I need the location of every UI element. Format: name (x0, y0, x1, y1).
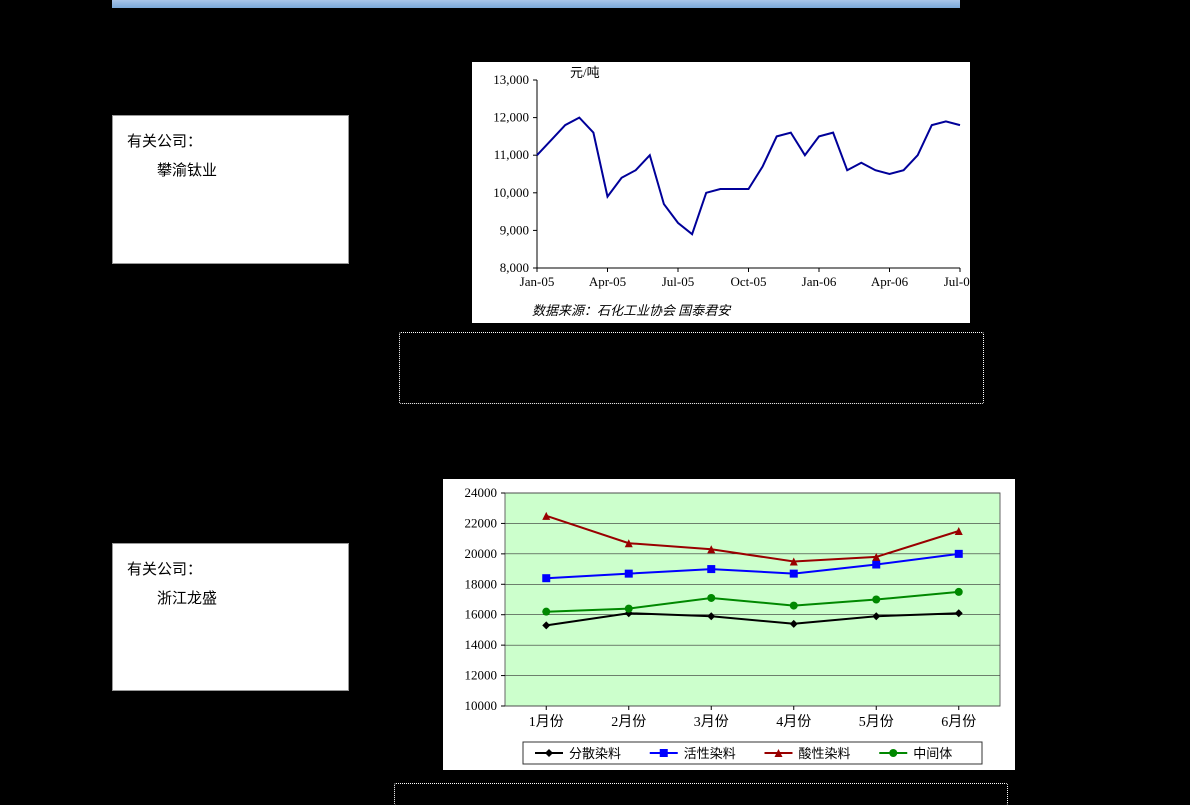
svg-text:12000: 12000 (465, 668, 498, 683)
svg-text:元/吨: 元/吨 (570, 65, 600, 80)
svg-text:8,000: 8,000 (500, 260, 529, 275)
svg-text:16000: 16000 (465, 607, 498, 622)
svg-text:24000: 24000 (465, 485, 498, 500)
svg-text:3月份: 3月份 (694, 714, 729, 730)
svg-text:13,000: 13,000 (493, 72, 529, 87)
company-label-2: 有关公司： (127, 556, 334, 585)
svg-text:Oct-05: Oct-05 (730, 274, 766, 289)
company-value-1: 攀渝钛业 (127, 157, 334, 186)
svg-text:Apr-05: Apr-05 (589, 274, 626, 289)
svg-text:分散染料: 分散染料 (569, 746, 621, 761)
top-banner (112, 0, 960, 8)
company-box-1: 有关公司： 攀渝钛业 (112, 115, 349, 264)
svg-text:14000: 14000 (465, 637, 498, 652)
dotted-annotation-1 (399, 332, 984, 404)
svg-text:中间体: 中间体 (913, 746, 952, 761)
dotted-annotation-2 (394, 783, 1008, 805)
svg-text:数据来源：石化工业协会 国泰君安: 数据来源：石化工业协会 国泰君安 (532, 303, 732, 318)
svg-text:10,000: 10,000 (493, 185, 529, 200)
svg-text:11,000: 11,000 (494, 147, 529, 162)
svg-text:18000: 18000 (465, 576, 498, 591)
svg-text:9,000: 9,000 (500, 222, 529, 237)
svg-text:Apr-06: Apr-06 (871, 274, 909, 289)
chart-2: 10000 12000 14000 16000 18000 20000 22000 24000… (443, 479, 1015, 770)
svg-text:Jan-05: Jan-05 (520, 274, 555, 289)
svg-text:4月份: 4月份 (776, 714, 811, 730)
svg-text:20000: 20000 (465, 546, 498, 561)
svg-text:6月份: 6月份 (941, 714, 976, 730)
svg-text:Jan-06: Jan-06 (802, 274, 837, 289)
svg-text:1月份: 1月份 (529, 714, 564, 730)
svg-text:12,000: 12,000 (493, 110, 529, 125)
svg-text:Jul-05: Jul-05 (662, 274, 695, 289)
svg-text:酸性染料: 酸性染料 (799, 746, 851, 761)
svg-text:22000: 22000 (465, 515, 498, 530)
chart-2-svg: 10000 12000 14000 16000 18000 20000 22000 24000… (443, 479, 1015, 770)
svg-text:活性染料: 活性染料 (684, 746, 736, 761)
svg-text:Jul-06: Jul-06 (944, 274, 970, 289)
company-box-2: 有关公司： 浙江龙盛 (112, 543, 349, 691)
svg-text:2月份: 2月份 (611, 714, 646, 730)
svg-text:5月份: 5月份 (859, 714, 894, 730)
company-value-2: 浙江龙盛 (127, 585, 334, 614)
chart-1: 元/吨 8,000 9,000 10,000 11,000 12,000 13,000 Jan… (472, 62, 970, 323)
chart-1-svg: 元/吨 8,000 9,000 10,000 11,000 12,000 13,000 Jan… (472, 62, 970, 323)
company-label-1: 有关公司： (127, 128, 334, 157)
svg-text:10000: 10000 (465, 698, 498, 713)
